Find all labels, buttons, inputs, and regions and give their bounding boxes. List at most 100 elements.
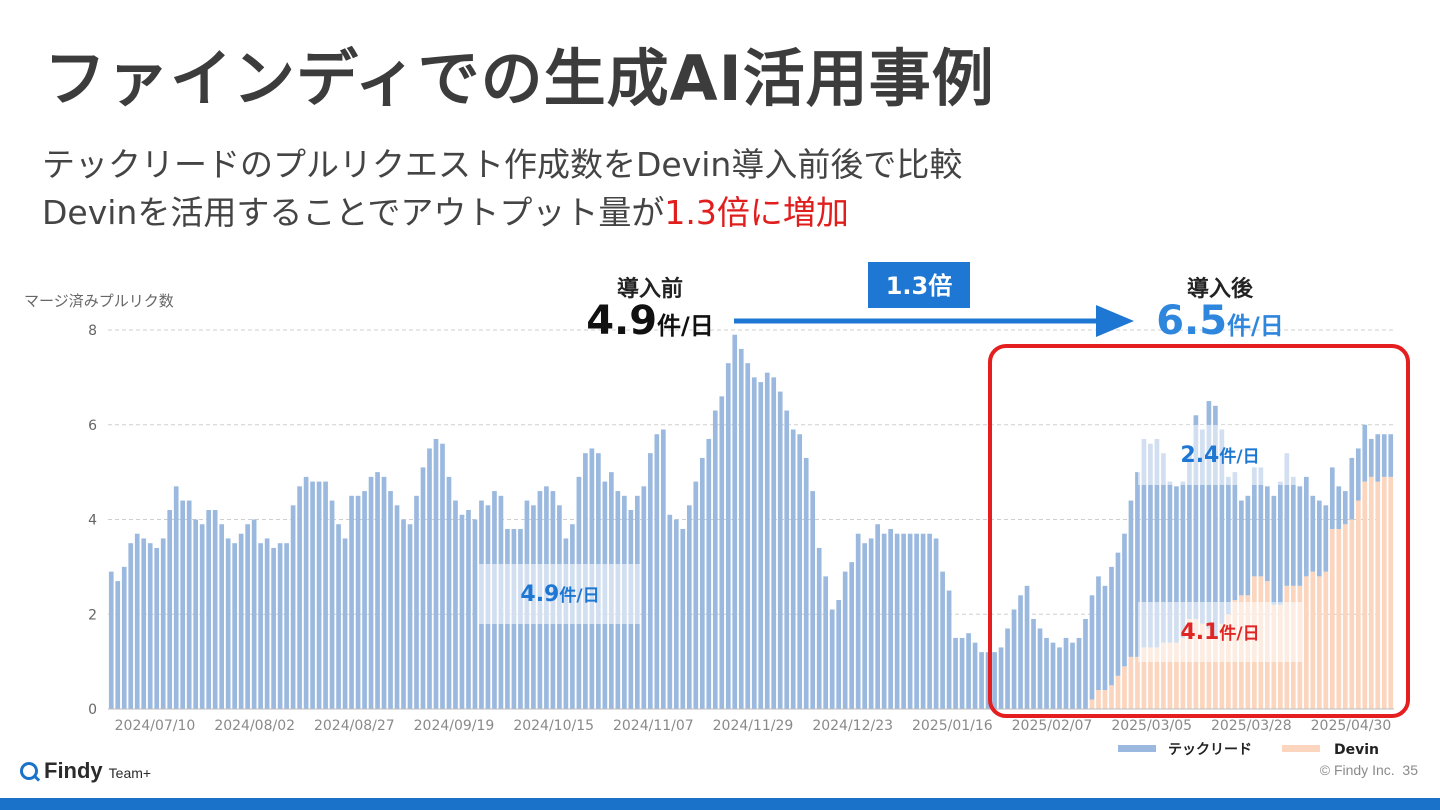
bar-techlead [1174,486,1179,643]
bar-techlead [667,514,673,709]
bar-techlead [167,510,173,709]
y-tick-label: 2 [88,607,97,623]
bar-techlead [901,533,906,709]
bar-techlead [888,528,893,709]
bar-techlead [394,505,400,709]
after-label: 導入後 [1187,276,1254,302]
bar-techlead [1024,585,1030,709]
x-tick-label: 2024/07/10 [115,718,196,734]
x-tick-label: 2024/08/02 [214,718,295,734]
bar-techlead [238,533,244,709]
bar-techlead [1388,434,1394,477]
bar-techlead [1213,405,1218,638]
bar-techlead [1193,415,1199,619]
bar-techlead [654,434,660,709]
bar-techlead [660,429,666,709]
y-tick-label: 6 [88,418,97,434]
legend-swatch-techlead [1118,745,1156,752]
bar-techlead [758,382,764,709]
bar-techlead [271,547,276,709]
bar-techlead [336,524,341,709]
bar-techlead [1128,500,1134,657]
bar-devin [1303,576,1309,709]
bar-techlead [790,429,796,709]
bar-devin [1200,623,1205,709]
bar-techlead [979,652,984,709]
bar-techlead [1031,618,1036,709]
bar-techlead [920,533,926,709]
bar-devin [1193,618,1199,709]
bar-techlead [946,590,952,709]
bar-techlead [1044,637,1049,709]
bar-techlead [277,543,283,709]
bar-devin [1096,690,1101,709]
bar-techlead [1063,637,1069,709]
bar-techlead [1342,491,1348,525]
bar-techlead [1180,481,1186,638]
bar-devin [1115,675,1121,709]
bar-techlead [1252,467,1257,577]
bar-techlead [1057,647,1062,709]
bar-techlead [764,372,770,709]
bar-techlead [1011,609,1017,709]
x-tick-label: 2024/08/27 [314,718,395,734]
techlead-average-label: 2.4件/日 [1180,443,1259,468]
bar-techlead [206,510,212,709]
before-average-label: 4.9件/日 [520,582,599,607]
bar-techlead [1265,486,1270,582]
copyright: © Findy Inc. 35 [1320,762,1418,778]
subtitle-line-1: テックリードのプルリクエスト作成数をDevin導入前後で比較 [42,145,963,184]
x-tick-label: 2024/11/07 [613,718,694,734]
bar-techlead [816,547,822,709]
x-tick-label: 2025/04/30 [1311,718,1392,734]
bar-techlead [407,524,413,709]
bar-techlead [362,491,367,709]
bar-techlead [141,538,147,709]
bar-techlead [745,363,751,709]
bar-techlead [894,533,900,709]
bar-devin [1161,642,1166,709]
bar-techlead [128,543,134,709]
bar-techlead [829,609,835,709]
subtitle-line-2-text: Devinを活用することでアウトプット量が [42,193,665,232]
bar-techlead [453,500,458,709]
x-tick-label: 2024/09/19 [414,718,495,734]
bar-techlead [784,410,790,709]
bar-techlead [927,533,932,709]
bar-techlead [1323,505,1329,572]
y-tick-label: 0 [88,702,97,718]
bar-devin [1154,647,1160,709]
bar-techlead [1089,595,1095,700]
bar-devin [1310,571,1316,709]
bar-techlead [199,524,205,709]
bar-techlead [180,500,186,709]
bar-techlead [712,410,718,709]
bar-techlead [1167,481,1173,643]
ratio-badge-label: 1.3倍 [886,272,953,300]
bar-techlead [1368,438,1374,477]
slide-title: ファインディでの生成AI活用事例 [44,42,995,115]
bar-techlead [1122,533,1127,667]
bar-techlead [446,476,452,709]
bar-devin [1342,524,1348,709]
bar-techlead [375,472,380,709]
findy-logo: Findy Team+ [20,758,151,784]
footer-bar [0,798,1440,810]
bar-techlead [381,476,387,709]
bar-techlead [1329,467,1335,529]
x-tick-label: 2025/03/05 [1111,718,1192,734]
bar-techlead [842,571,848,709]
bar-techlead [264,538,270,709]
bar-techlead [349,495,354,709]
bar-techlead [1303,476,1309,577]
bar-devin [1187,618,1192,709]
bar-techlead [1161,453,1166,643]
bar-devin [1089,699,1095,709]
bar-techlead [868,538,874,709]
bar-techlead [1005,628,1010,709]
bar-techlead [933,538,939,709]
bar-techlead [1258,467,1264,577]
bar-techlead [251,519,257,709]
bar-devin [1381,476,1387,709]
bar-techlead [699,457,705,709]
